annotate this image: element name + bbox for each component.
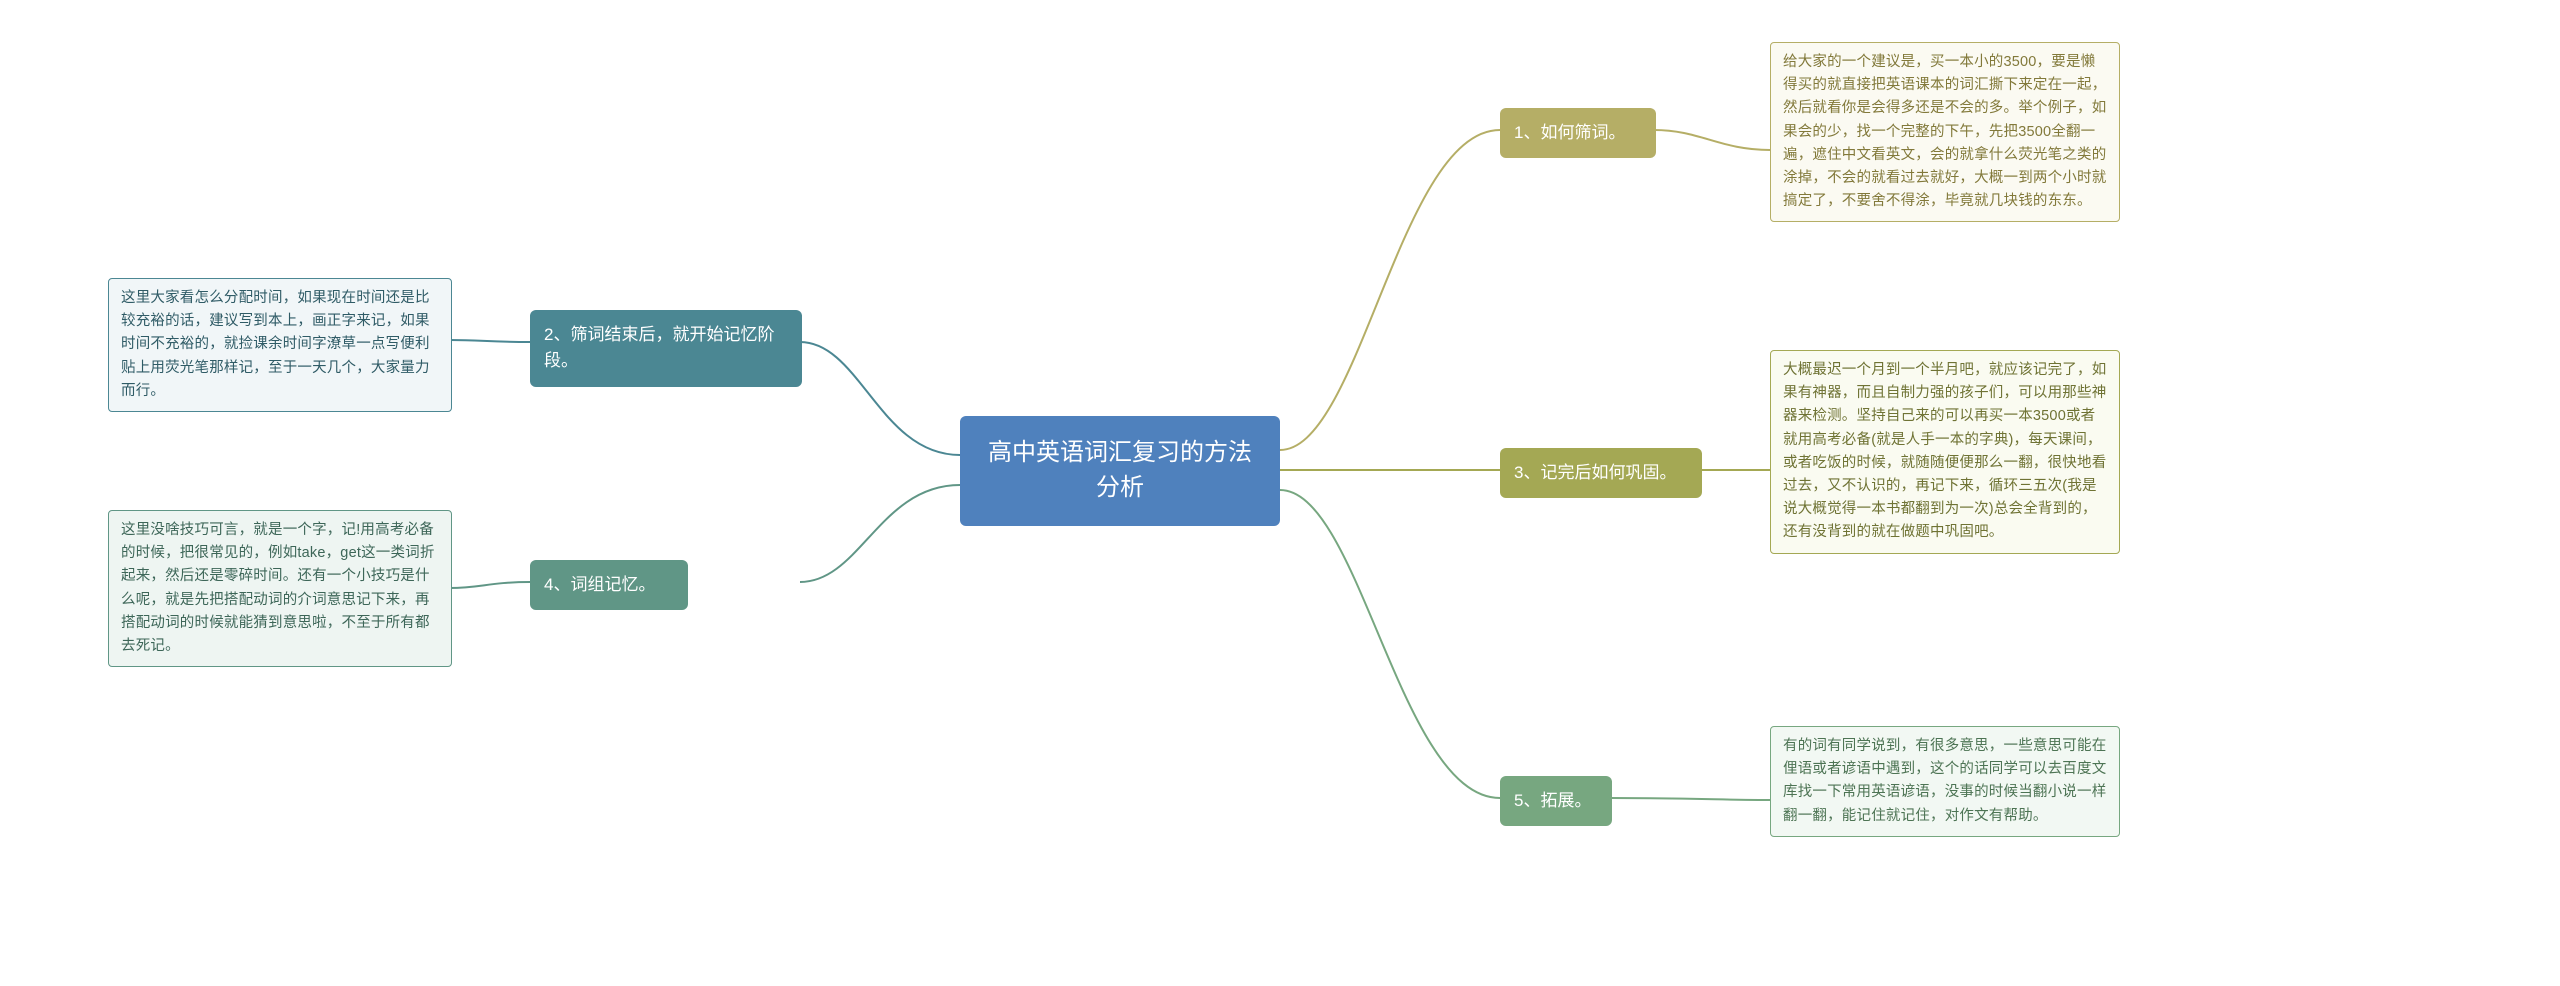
- detail-2[interactable]: 这里大家看怎么分配时间，如果现在时间还是比较充裕的话，建议写到本上，画正字来记，…: [108, 278, 452, 412]
- branch-4-label: 4、词组记忆。: [544, 575, 655, 594]
- branch-1-label: 1、如何筛词。: [1514, 123, 1625, 142]
- detail-1-text: 给大家的一个建议是，买一本小的3500，要是懒得买的就直接把英语课本的词汇撕下来…: [1783, 54, 2106, 209]
- branch-1[interactable]: 1、如何筛词。: [1500, 108, 1656, 158]
- edge-root-b4: [800, 485, 960, 582]
- branch-3-label: 3、记完后如何巩固。: [1514, 463, 1676, 482]
- edge-b2-d2: [450, 340, 530, 342]
- detail-4-text: 这里没啥技巧可言，就是一个字，记!用高考必备的时候，把很常见的，例如take，g…: [121, 522, 435, 654]
- detail-5-text: 有的词有同学说到，有很多意思，一些意思可能在俚语或者谚语中遇到，这个的话同学可以…: [1783, 738, 2106, 824]
- edge-root-b1: [1280, 130, 1500, 450]
- branch-5-label: 5、拓展。: [1514, 791, 1591, 810]
- detail-5[interactable]: 有的词有同学说到，有很多意思，一些意思可能在俚语或者谚语中遇到，这个的话同学可以…: [1770, 726, 2120, 837]
- branch-3[interactable]: 3、记完后如何巩固。: [1500, 448, 1702, 498]
- edge-root-b5: [1280, 490, 1500, 798]
- mindmap-connectors: [0, 0, 2560, 986]
- detail-2-text: 这里大家看怎么分配时间，如果现在时间还是比较充裕的话，建议写到本上，画正字来记，…: [121, 290, 430, 399]
- detail-1[interactable]: 给大家的一个建议是，买一本小的3500，要是懒得买的就直接把英语课本的词汇撕下来…: [1770, 42, 2120, 222]
- edge-b5-d5: [1610, 798, 1770, 800]
- root-node[interactable]: 高中英语词汇复习的方法分析: [960, 416, 1280, 526]
- edge-root-b2: [800, 342, 960, 455]
- detail-3[interactable]: 大概最迟一个月到一个半月吧，就应该记完了，如果有神器，而且自制力强的孩子们，可以…: [1770, 350, 2120, 554]
- edge-b4-d4: [450, 582, 530, 588]
- root-label: 高中英语词汇复习的方法分析: [988, 439, 1252, 501]
- branch-2-label: 2、筛词结束后，就开始记忆阶段。: [544, 325, 774, 370]
- detail-4[interactable]: 这里没啥技巧可言，就是一个字，记!用高考必备的时候，把很常见的，例如take，g…: [108, 510, 452, 667]
- detail-3-text: 大概最迟一个月到一个半月吧，就应该记完了，如果有神器，而且自制力强的孩子们，可以…: [1783, 362, 2106, 540]
- branch-2[interactable]: 2、筛词结束后，就开始记忆阶段。: [530, 310, 802, 387]
- branch-4[interactable]: 4、词组记忆。: [530, 560, 688, 610]
- edge-b1-d1: [1654, 130, 1770, 150]
- branch-5[interactable]: 5、拓展。: [1500, 776, 1612, 826]
